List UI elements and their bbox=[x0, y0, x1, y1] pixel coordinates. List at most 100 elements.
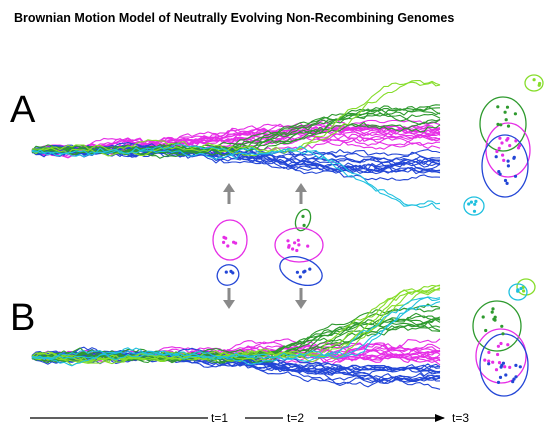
population-dot-green bbox=[302, 223, 306, 227]
population-dot-magenta bbox=[498, 136, 502, 140]
population-dot-blue bbox=[308, 267, 312, 271]
panel-a-lineages bbox=[31, 79, 441, 211]
population-dot-green bbox=[506, 124, 511, 128]
timeline: t=1 t=2 t=3 bbox=[30, 411, 469, 425]
population-dot-magenta bbox=[497, 361, 502, 365]
population-dot-green bbox=[499, 123, 503, 127]
lineage-path-cyan bbox=[31, 148, 441, 206]
population-dot-green bbox=[493, 315, 497, 319]
population-dot-cyan bbox=[467, 202, 471, 206]
population-dot-blue bbox=[514, 375, 518, 379]
diagram-title: Brownian Motion Model of Neutrally Evolv… bbox=[14, 11, 454, 25]
population-dot-green bbox=[301, 214, 305, 218]
population-dot-magenta bbox=[286, 239, 290, 243]
lineage-path-magenta bbox=[31, 127, 441, 152]
population-dot-blue bbox=[498, 375, 503, 379]
panel-label-a: A bbox=[10, 89, 36, 131]
up-arrow-icon bbox=[223, 183, 235, 204]
population-dot-green bbox=[500, 324, 504, 328]
time-label-t3: t=3 bbox=[452, 411, 469, 425]
population-dot-blue bbox=[498, 172, 502, 176]
t2-population-inset bbox=[274, 208, 324, 286]
population-dot-magenta bbox=[306, 244, 310, 248]
population-dot-magenta bbox=[508, 144, 512, 148]
population-dot-blue bbox=[513, 174, 518, 178]
population-dot-green bbox=[503, 110, 507, 114]
down-arrow-icon bbox=[295, 288, 307, 309]
population-dot-green bbox=[504, 118, 508, 122]
population-dot-magenta bbox=[483, 358, 487, 362]
population-dot-green bbox=[505, 105, 510, 109]
lineage-path-green bbox=[31, 109, 441, 159]
population-dot-magenta bbox=[499, 341, 503, 346]
cluster-cyan-a bbox=[463, 196, 485, 216]
population-dot-green bbox=[484, 328, 488, 333]
cluster-light-green-b bbox=[516, 278, 536, 296]
population-dot-green bbox=[491, 307, 495, 311]
population-dot-magenta bbox=[506, 343, 510, 347]
population-dot-blue bbox=[224, 270, 228, 274]
population-dot-blue bbox=[302, 270, 306, 274]
population-dot-green bbox=[493, 318, 497, 322]
t1-magenta-cluster bbox=[212, 219, 248, 261]
population-dot-magenta bbox=[295, 248, 299, 253]
cluster-light-green-a bbox=[524, 74, 544, 92]
population-dot-magenta bbox=[226, 244, 230, 248]
cluster-magenta-b bbox=[475, 328, 527, 384]
t1-blue-cluster bbox=[216, 264, 240, 286]
cluster-cyan-b bbox=[508, 283, 528, 301]
population-dot-blue bbox=[506, 159, 510, 163]
time-label-t1: t=1 bbox=[211, 411, 228, 425]
cluster-green-a bbox=[479, 96, 527, 152]
population-dot-blue bbox=[231, 271, 235, 275]
population-dot-magenta bbox=[291, 247, 295, 251]
population-dot-magenta bbox=[222, 240, 226, 244]
population-dot-magenta bbox=[487, 350, 491, 354]
population-dot-light-green bbox=[532, 78, 536, 82]
panel-b-lineages bbox=[31, 284, 441, 390]
population-dot-magenta bbox=[296, 238, 300, 242]
population-dot-blue bbox=[499, 365, 503, 369]
population-dot-blue bbox=[503, 178, 508, 183]
population-dot-cyan bbox=[469, 200, 473, 204]
population-dot-blue bbox=[518, 365, 522, 369]
population-dot-magenta bbox=[494, 368, 499, 372]
population-dot-cyan bbox=[472, 209, 477, 213]
t2-magenta-cluster bbox=[274, 227, 324, 263]
population-dot-blue bbox=[512, 156, 516, 160]
population-dot-blue bbox=[514, 363, 518, 367]
population-dot-blue bbox=[512, 377, 516, 381]
population-dot-blue bbox=[504, 373, 508, 377]
population-dot-blue bbox=[295, 270, 299, 274]
lineage-path-light-green bbox=[31, 79, 441, 155]
population-dot-blue bbox=[487, 362, 491, 366]
population-dot-magenta bbox=[514, 139, 518, 143]
cluster-blue-b bbox=[479, 333, 529, 397]
population-dot-blue bbox=[511, 380, 515, 384]
population-dot-magenta bbox=[495, 149, 499, 154]
population-dot-magenta bbox=[502, 158, 506, 162]
population-dot-magenta bbox=[503, 365, 507, 369]
population-dot-light-green bbox=[522, 289, 526, 293]
up-arrow-icon bbox=[295, 183, 307, 204]
population-dot-blue bbox=[505, 181, 509, 185]
cluster-green-b bbox=[472, 300, 522, 352]
population-dot-magenta bbox=[287, 244, 291, 248]
population-dot-green bbox=[490, 310, 494, 314]
cluster-blue-a bbox=[481, 134, 529, 198]
panel-b-population-clusters bbox=[472, 278, 536, 397]
t2-blue-cluster bbox=[279, 256, 323, 286]
panel-label-b: B bbox=[10, 297, 35, 339]
population-dot-green bbox=[496, 122, 500, 126]
population-dot-blue bbox=[496, 380, 501, 384]
population-dot-blue bbox=[494, 155, 498, 159]
population-dot-magenta bbox=[224, 236, 228, 240]
population-dot-magenta bbox=[487, 359, 491, 363]
t1-population-inset bbox=[212, 219, 248, 286]
population-dot-magenta bbox=[505, 138, 509, 142]
population-dot-magenta bbox=[496, 352, 500, 357]
population-dot-green bbox=[501, 332, 505, 336]
cluster-magenta-a bbox=[485, 122, 531, 178]
population-dot-magenta bbox=[508, 365, 512, 369]
